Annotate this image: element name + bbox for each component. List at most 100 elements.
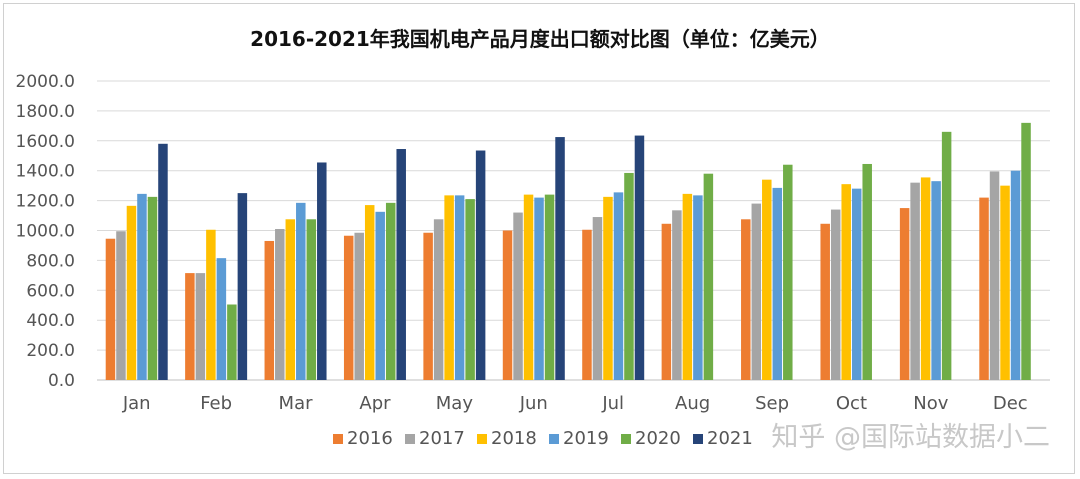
gridlines [97, 80, 1050, 381]
watermark-text: 知乎 @国际站数据小二 [771, 422, 1050, 453]
x-category-label: Sep [755, 393, 789, 414]
x-category-label: Feb [200, 393, 232, 414]
x-category-label: May [436, 393, 474, 414]
bar-2016-jan [105, 238, 116, 380]
bar-2017-mar [275, 229, 285, 380]
bar-2018-feb [206, 229, 216, 380]
bar-2018-aug [682, 193, 693, 380]
bar-2020-feb [227, 304, 237, 380]
y-tick-label: 2000.0 [16, 72, 75, 92]
bar-2016-apr [343, 235, 354, 380]
x-category-label: Apr [359, 393, 391, 414]
bar-2018-mar [285, 219, 296, 380]
bar-2020-aug [703, 173, 714, 380]
legend-label-2020: 2020 [635, 428, 681, 449]
y-tick-label: 200.0 [26, 341, 75, 361]
bar-2017-feb [195, 273, 206, 380]
y-tick-label: 600.0 [26, 281, 75, 301]
bar-2019-may [454, 195, 465, 380]
bar-2016-mar [264, 240, 275, 380]
bar-2016-sep [741, 219, 751, 380]
x-category-label: Mar [279, 393, 314, 414]
legend-swatch-2020 [621, 434, 631, 444]
bar-2021-jan [158, 143, 168, 380]
legend: 2016 2017 2018 2019 2020 2021 [333, 428, 753, 449]
bar-2018-jun [523, 194, 534, 380]
bar-2019-feb [216, 258, 227, 380]
bar-2019-jan [137, 193, 147, 380]
bar-2021-apr [396, 149, 406, 380]
bar-2018-sep [762, 179, 772, 380]
bar-2019-dec [1010, 170, 1021, 380]
bar-2020-dec [1021, 122, 1031, 381]
legend-label-2017: 2017 [419, 428, 465, 449]
y-tick-label: 1600.0 [16, 132, 75, 152]
bar-2017-jan [116, 231, 126, 380]
bars [105, 122, 1031, 381]
x-category-label: Nov [913, 393, 948, 414]
bar-2021-may [475, 150, 486, 380]
bar-2020-jun [544, 194, 555, 380]
bar-2020-mar [306, 219, 317, 380]
bar-2019-apr [375, 211, 385, 380]
bar-2020-may [465, 199, 475, 380]
y-tick-label: 800.0 [26, 251, 75, 271]
bar-2016-jul [582, 229, 592, 380]
bar-2016-aug [661, 223, 672, 380]
legend-label-2018: 2018 [491, 428, 537, 449]
bar-2018-dec [1000, 185, 1010, 380]
y-tick-label: 0.0 [48, 371, 75, 391]
bar-2021-mar [317, 162, 327, 380]
bar-2018-apr [364, 205, 375, 380]
bar-2016-oct [820, 223, 830, 380]
bar-2019-aug [693, 195, 703, 380]
y-axis-ticks: 0.0 200.0 400.0 600.0 800.0 1000.0 1200.0 1400.… [16, 72, 75, 391]
bar-2021-feb [237, 193, 248, 380]
bar-2017-dec [989, 171, 1000, 380]
x-category-label: Jan [122, 393, 151, 414]
y-tick-label: 400.0 [26, 311, 75, 331]
bar-2020-apr [385, 202, 396, 380]
bar-2019-nov [931, 181, 941, 380]
bar-2019-oct [851, 188, 862, 380]
y-tick-label: 1400.0 [16, 162, 75, 182]
bar-2017-jun [513, 212, 523, 380]
legend-swatch-2016 [333, 434, 343, 444]
legend-swatch-2021 [693, 434, 703, 444]
bar-2020-jan [147, 196, 158, 380]
bar-2019-jul [613, 192, 624, 380]
bar-2016-jun [502, 230, 513, 380]
bar-2018-jul [603, 196, 613, 380]
bar-2017-jul [592, 217, 603, 380]
bar-2019-mar [296, 202, 306, 380]
y-tick-label: 1200.0 [16, 192, 75, 212]
bar-2017-oct [830, 209, 841, 380]
x-category-label: Oct [836, 393, 867, 414]
bar-2017-nov [910, 182, 920, 380]
legend-label-2021: 2021 [707, 428, 753, 449]
bar-2020-nov [941, 131, 952, 380]
y-tick-label: 1000.0 [16, 222, 75, 242]
y-tick-label: 1800.0 [16, 102, 75, 122]
x-axis-categories: Jan Feb Mar Apr May Jun Jul Aug Sep Oct Nov Dec [122, 393, 1028, 414]
bar-2020-jul [624, 172, 634, 380]
legend-swatch-2017 [405, 434, 415, 444]
chart-title: 2016-2021年我国机电产品月度出口额对比图（单位：亿美元） [250, 27, 830, 51]
bar-2020-sep [783, 164, 793, 380]
bar-2017-may [433, 219, 444, 380]
bar-2018-jan [126, 205, 137, 380]
legend-swatch-2018 [477, 434, 487, 444]
bar-2021-jun [555, 137, 565, 380]
bar-2016-dec [979, 197, 989, 380]
legend-swatch-2019 [549, 434, 559, 444]
bar-2016-nov [899, 208, 910, 380]
legend-label-2019: 2019 [563, 428, 609, 449]
bar-2018-may [444, 195, 454, 380]
bar-2021-jul [634, 135, 645, 380]
bar-2018-nov [920, 177, 931, 380]
x-category-label: Jun [519, 393, 548, 414]
x-category-label: Aug [675, 393, 710, 414]
bar-2020-oct [862, 163, 872, 380]
bar-2016-may [423, 232, 433, 380]
